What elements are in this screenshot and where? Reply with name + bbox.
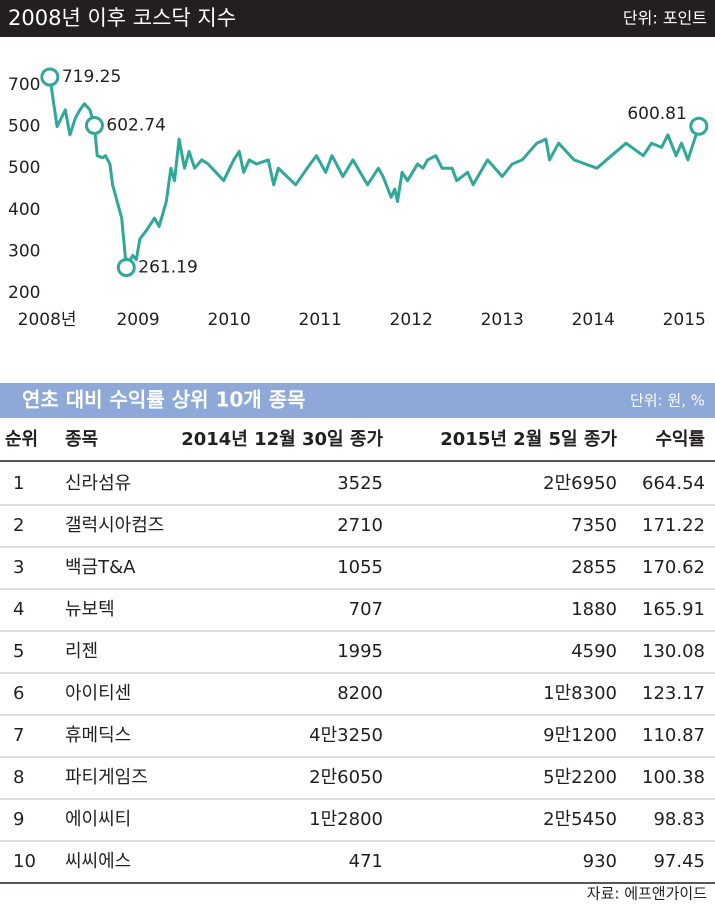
column-header: 2015년 2월 5일 종가	[440, 429, 617, 450]
y-tick-label: 700	[8, 75, 40, 95]
table-cell: 171.22	[642, 515, 705, 536]
table-cell: 123.17	[642, 683, 705, 704]
value-label: 261.19	[138, 258, 197, 278]
table-cell: 707	[349, 599, 383, 620]
table-cell: 아이티센	[65, 683, 131, 704]
x-tick-label: 2012	[390, 310, 433, 330]
point-marker	[689, 116, 709, 136]
table-cell: 5	[13, 641, 24, 662]
value-label: 602.74	[106, 115, 165, 135]
table-cell: 7	[13, 725, 24, 746]
table-cell: 씨씨에스	[65, 851, 131, 872]
table-cell: 7350	[571, 515, 617, 536]
table-cell: 3	[13, 557, 24, 578]
table-cell: 2만6050	[309, 767, 383, 788]
table-cell: 백금T&A	[65, 557, 136, 578]
table-cell: 2만6950	[543, 473, 617, 494]
column-header: 2014년 12월 30일 종가	[181, 429, 383, 450]
x-tick-label: 2010	[208, 310, 251, 330]
table-unit: 단위: 원, %	[630, 392, 705, 410]
table-cell: 10	[13, 851, 36, 872]
table-cell: 97.45	[653, 851, 705, 872]
point-marker	[40, 67, 60, 87]
table-cell: 뉴보텍	[65, 599, 115, 620]
table-cell: 리젠	[65, 641, 98, 662]
x-tick-label: 2011	[299, 310, 342, 330]
y-tick-label: 400	[8, 200, 40, 220]
table-cell: 9만1200	[543, 725, 617, 746]
table-cell: 4	[13, 599, 24, 620]
table-cell: 휴메딕스	[65, 725, 131, 746]
table-cell: 170.62	[642, 557, 705, 578]
chart-title: 2008년 이후 코스닥 지수	[8, 6, 236, 30]
table-cell: 471	[349, 851, 383, 872]
table-cell: 110.87	[642, 725, 705, 746]
table-cell: 5만2200	[543, 767, 617, 788]
table-cell: 664.54	[642, 473, 705, 494]
x-tick-label: 2008년	[18, 310, 77, 330]
y-tick-label: 500	[8, 158, 40, 178]
table-cell: 갤럭시아컴즈	[65, 515, 164, 536]
table-title: 연초 대비 수익률 상위 10개 종목	[22, 388, 305, 412]
x-tick-label: 2013	[481, 310, 524, 330]
index-line	[48, 76, 701, 269]
table-cell: 신라섬유	[65, 473, 131, 494]
table-cell: 파티게임즈	[65, 767, 148, 788]
chart-header	[0, 0, 715, 37]
table-cell: 1995	[337, 641, 383, 662]
point-marker	[116, 258, 136, 278]
table-header	[0, 383, 715, 418]
table-cell: 1만2800	[309, 809, 383, 830]
table-cell: 2855	[571, 557, 617, 578]
table-cell: 1880	[571, 599, 617, 620]
table-cell: 1055	[337, 557, 383, 578]
column-header: 종목	[65, 429, 98, 450]
table-cell: 6	[13, 683, 24, 704]
column-header: 수익률	[655, 429, 705, 450]
y-tick-label: 300	[8, 241, 40, 261]
y-tick-label: 200	[8, 283, 40, 303]
table-cell: 2710	[337, 515, 383, 536]
table-cell: 165.91	[642, 599, 705, 620]
value-label: 600.81	[627, 104, 686, 124]
table-cell: 4만3250	[309, 725, 383, 746]
table-cell: 1	[13, 473, 24, 494]
table-cell: 3525	[337, 473, 383, 494]
table-cell: 에이씨티	[65, 809, 131, 830]
chart-unit: 단위: 포인트	[623, 9, 707, 28]
table-cell: 2만5450	[543, 809, 617, 830]
table-cell: 4590	[571, 641, 617, 662]
column-header: 순위	[5, 429, 38, 450]
table-cell: 2	[13, 515, 24, 536]
value-label: 719.25	[62, 67, 121, 87]
table-cell: 930	[583, 851, 617, 872]
point-marker	[84, 115, 104, 135]
table-cell: 130.08	[642, 641, 705, 662]
table-cell: 1만8300	[543, 683, 617, 704]
table-cell: 98.83	[653, 809, 705, 830]
y-tick-label: 500	[8, 117, 40, 137]
source: 자료: 에프앤가이드	[587, 885, 707, 903]
table-cell: 9	[13, 809, 24, 830]
table-cell: 100.38	[642, 767, 705, 788]
table-cell: 8	[13, 767, 24, 788]
table-cell: 8200	[337, 683, 383, 704]
x-tick-label: 2014	[572, 310, 615, 330]
x-tick-label: 2015	[663, 310, 706, 330]
x-tick-label: 2009	[116, 310, 159, 330]
